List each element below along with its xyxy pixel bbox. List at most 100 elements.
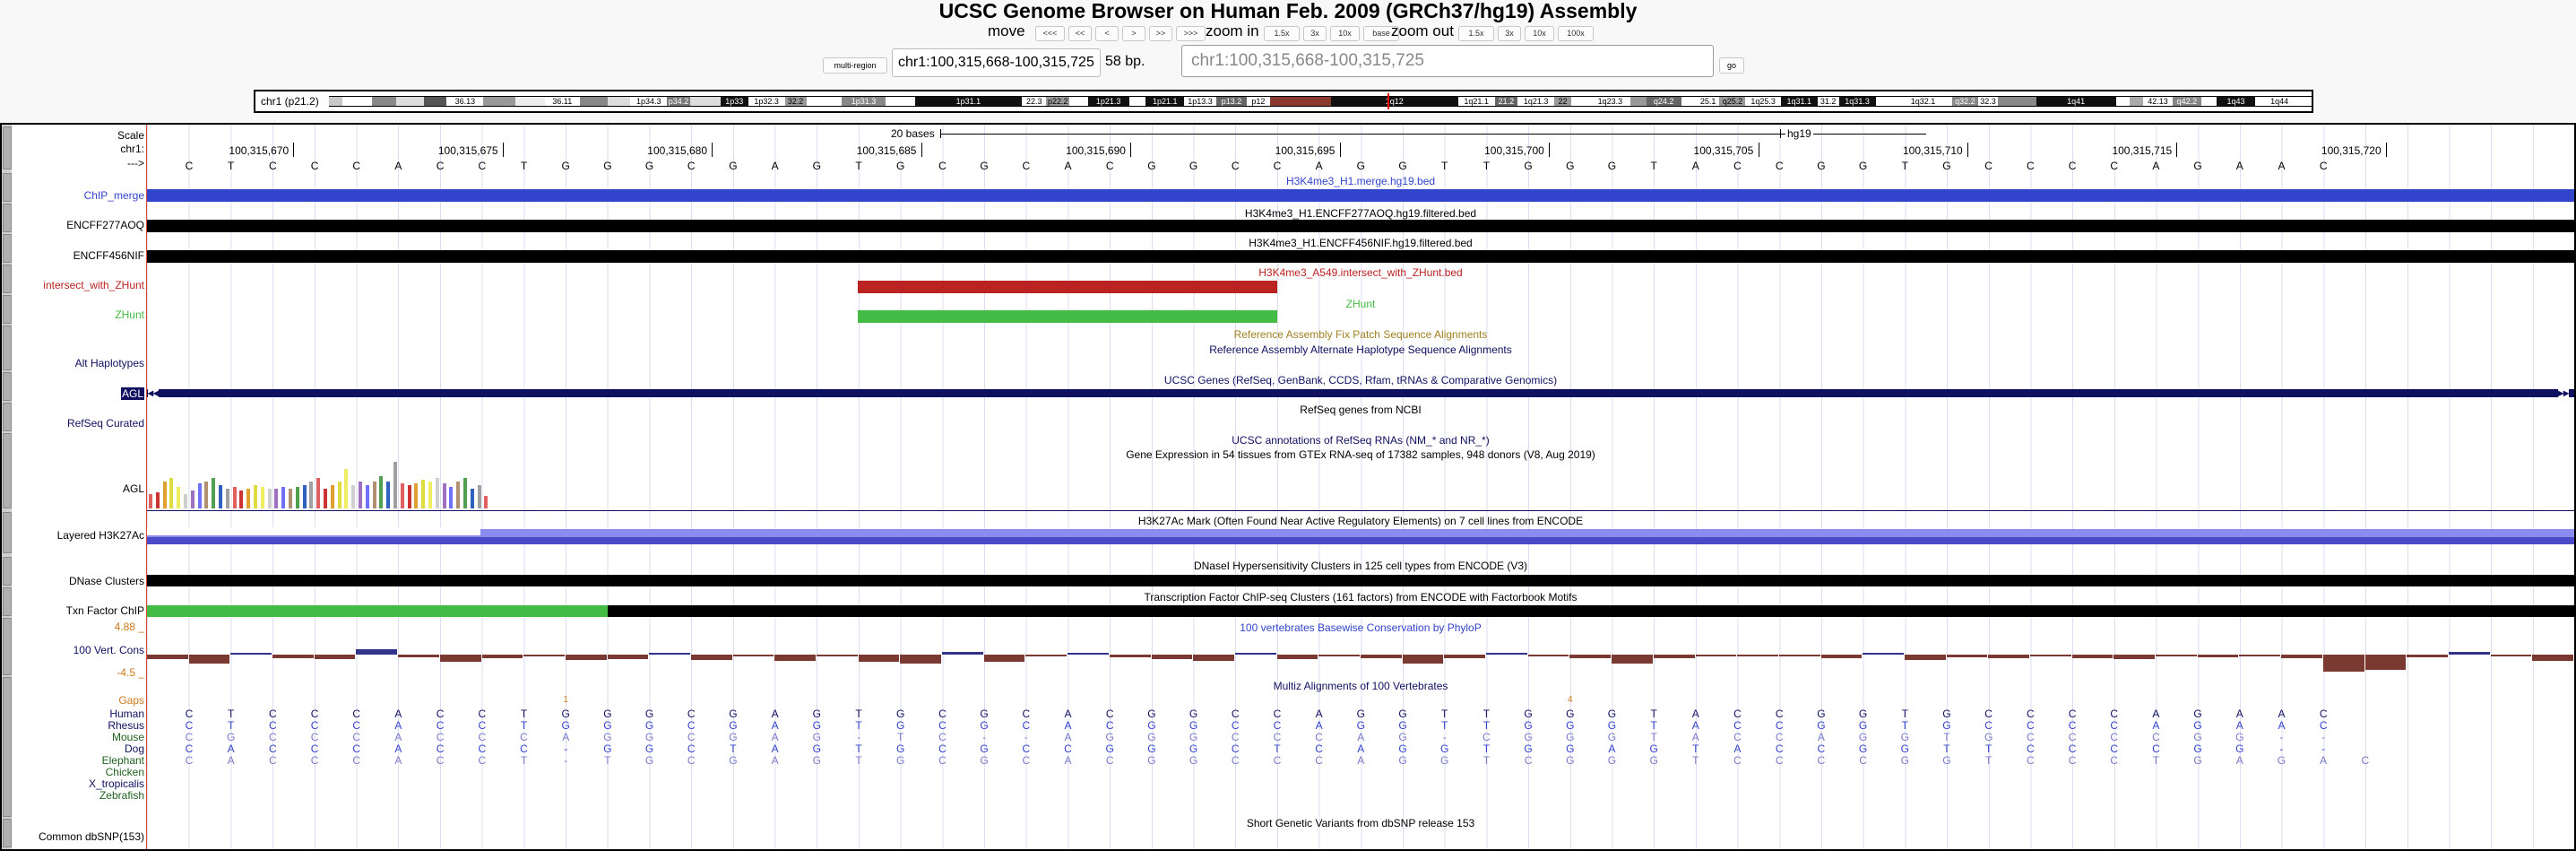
conservation-bar[interactable]: [732, 655, 774, 656]
gtex-tissue-bar[interactable]: [428, 482, 432, 508]
conservation-bar[interactable]: [1151, 655, 1193, 659]
track-label-dnase[interactable]: DNase Clusters: [68, 575, 144, 587]
gtex-tissue-bar[interactable]: [351, 485, 356, 508]
conservation-bar[interactable]: [1402, 655, 1444, 664]
conservation-bar[interactable]: [1820, 655, 1863, 658]
gtex-tissue-bar[interactable]: [169, 478, 174, 508]
conservation-bar[interactable]: [1904, 655, 1946, 660]
track-label-conservation[interactable]: 100 Vert. Cons: [73, 644, 144, 656]
go-button[interactable]: go: [1719, 57, 1744, 74]
gtex-tissue-bar[interactable]: [309, 482, 314, 508]
gtex-tissue-bar[interactable]: [324, 489, 327, 508]
zoom-out-button-2[interactable]: 10x: [1525, 26, 1554, 41]
conservation-bar[interactable]: [2407, 655, 2448, 658]
track-label-zhunt[interactable]: ZHunt: [115, 308, 144, 321]
conservation-bar[interactable]: [2197, 655, 2239, 658]
track-label-txn-factor[interactable]: Txn Factor ChIP: [65, 604, 144, 617]
gtex-tissue-bar[interactable]: [232, 487, 237, 508]
track-side-button-9[interactable]: [3, 433, 12, 508]
move-button-4[interactable]: >>: [1149, 26, 1172, 41]
conservation-bar[interactable]: [1234, 653, 1276, 655]
track-side-button-3[interactable]: [3, 234, 12, 263]
zoom-in-button-3[interactable]: base: [1363, 26, 1399, 41]
conservation-bar[interactable]: [1988, 655, 2030, 658]
gtex-tissue-bar[interactable]: [274, 489, 279, 508]
track-side-button-6[interactable]: [3, 326, 12, 370]
conservation-bar[interactable]: [1569, 655, 1612, 658]
conservation-bar[interactable]: [2281, 655, 2322, 658]
gtex-tissue-bar[interactable]: [386, 482, 391, 508]
move-button-1[interactable]: <<: [1068, 26, 1092, 41]
gtex-tissue-bar[interactable]: [393, 462, 397, 508]
conservation-bar[interactable]: [2156, 655, 2197, 656]
gtex-tissue-bar[interactable]: [442, 483, 446, 508]
conservation-bar[interactable]: [858, 655, 900, 662]
conservation-bar[interactable]: [1778, 655, 1820, 656]
conservation-bar[interactable]: [1946, 655, 1988, 658]
h3k27ac-signal-upper[interactable]: [147, 529, 2574, 537]
conservation-bar[interactable]: [774, 655, 817, 662]
conservation-bar[interactable]: [1318, 655, 1360, 657]
track-label-refseq-curated[interactable]: RefSeq Curated: [66, 417, 144, 430]
gtex-tissue-bar[interactable]: [421, 480, 426, 508]
conservation-bar[interactable]: [690, 655, 732, 660]
encff456nif-feature[interactable]: [147, 250, 2574, 263]
conservation-bar[interactable]: [942, 651, 983, 655]
conservation-bar[interactable]: [1527, 655, 1569, 657]
zoom-out-button-3[interactable]: 100x: [1558, 26, 1594, 41]
track-side-button-5[interactable]: [3, 295, 12, 324]
track-label-encff277aoq[interactable]: ENCFF277AOQ: [66, 219, 144, 231]
gtex-tissue-bar[interactable]: [337, 482, 341, 508]
gtex-tissue-bar[interactable]: [260, 487, 264, 508]
conservation-bar[interactable]: [1193, 655, 1234, 662]
conservation-bar[interactable]: [2532, 655, 2573, 662]
gtex-tissue-bar[interactable]: [330, 485, 334, 508]
conservation-bar[interactable]: [2030, 655, 2071, 657]
gtex-tissue-bar[interactable]: [400, 483, 404, 508]
chip-merge-feature[interactable]: [147, 189, 2574, 202]
conservation-bar[interactable]: [1361, 655, 1402, 658]
conservation-bar[interactable]: [1109, 655, 1151, 658]
gtex-tissue-bar[interactable]: [162, 482, 167, 508]
conservation-bar[interactable]: [900, 655, 942, 664]
gtex-tissue-bar[interactable]: [212, 478, 216, 508]
ucsc-genes-feature[interactable]: [147, 389, 2574, 397]
conservation-bar[interactable]: [983, 655, 1025, 662]
track-label-ucsc-genes[interactable]: AGL: [120, 387, 144, 400]
conservation-bar[interactable]: [230, 653, 272, 655]
track-label-chip-merge[interactable]: ChIP_merge: [83, 189, 144, 202]
gtex-tissue-bar[interactable]: [470, 489, 474, 508]
gtex-tissue-bar[interactable]: [184, 494, 187, 508]
conservation-bar[interactable]: [607, 655, 649, 659]
conservation-bar[interactable]: [1653, 655, 1695, 658]
gtex-tissue-bar[interactable]: [484, 496, 488, 508]
conservation-bar[interactable]: [1068, 653, 1109, 655]
gtex-tissue-bar[interactable]: [225, 489, 229, 508]
gtex-tissue-bar[interactable]: [281, 487, 286, 508]
gtex-tissue-bar[interactable]: [449, 487, 454, 508]
gtex-tissue-bar[interactable]: [414, 483, 419, 508]
track-side-button-0[interactable]: [3, 126, 12, 169]
conservation-bar[interactable]: [1695, 655, 1737, 657]
zhunt-feature[interactable]: [858, 310, 1277, 323]
track-side-button-8[interactable]: [3, 403, 12, 431]
track-data-area[interactable]: 20 bases hg19 100,315,670 100,315,675 100,…: [147, 125, 2574, 849]
zoom-out-button-0[interactable]: 1.5x: [1458, 26, 1494, 41]
conservation-bar[interactable]: [2114, 655, 2156, 659]
conservation-bar[interactable]: [147, 655, 188, 659]
gtex-tissue-bar[interactable]: [463, 478, 467, 508]
gtex-tissue-bar[interactable]: [219, 485, 222, 508]
position-display[interactable]: chr1:100,315,668-100,315,725: [892, 48, 1101, 77]
multi-region-button[interactable]: multi-region: [823, 57, 887, 74]
conservation-bar[interactable]: [1612, 655, 1653, 664]
conservation-bar[interactable]: [481, 655, 523, 658]
gtex-tissue-bar[interactable]: [359, 482, 362, 508]
track-label-intersect-zhunt[interactable]: intersect_with_ZHunt: [43, 279, 144, 291]
track-side-button-15[interactable]: [3, 819, 12, 847]
zoom-in-button-2[interactable]: 10x: [1330, 26, 1360, 41]
move-button-0[interactable]: <<<: [1035, 26, 1065, 41]
zoom-out-button-1[interactable]: 3x: [1498, 26, 1521, 41]
conservation-bar[interactable]: [1444, 655, 1486, 658]
conservation-bar[interactable]: [314, 655, 356, 659]
conservation-bar[interactable]: [2322, 655, 2364, 673]
